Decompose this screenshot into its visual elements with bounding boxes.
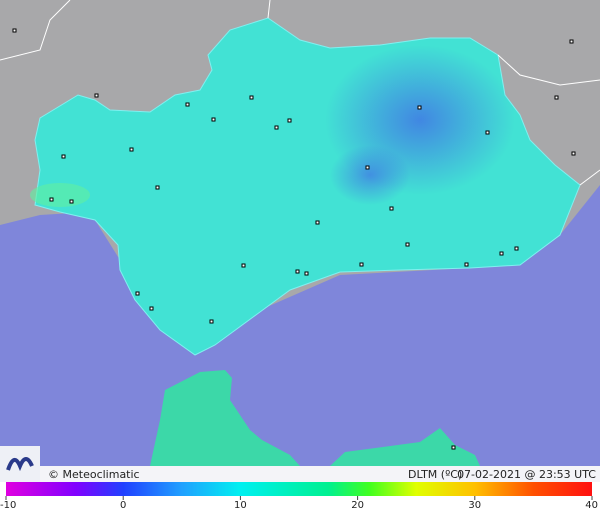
scale-tick-label: 40	[585, 500, 598, 511]
credit: © Meteoclimatic	[48, 468, 140, 481]
footer-bar	[0, 466, 600, 482]
color-scale	[6, 482, 592, 496]
scale-tick-label: 30	[468, 500, 481, 511]
warm-area	[30, 183, 90, 207]
scale-tick-label: 0	[120, 500, 126, 511]
border	[0, 0, 600, 186]
logo	[6, 457, 34, 472]
scale-tick-label: 10	[234, 500, 247, 511]
station-markers	[12, 28, 576, 450]
scale-tick-label: -10	[0, 500, 16, 511]
scale-tick-label: 20	[351, 500, 364, 511]
sea	[0, 185, 600, 466]
morocco-land	[150, 370, 300, 466]
cold-area	[330, 145, 410, 205]
morocco-land	[330, 428, 480, 466]
variable-label: DLTM (ºC)	[408, 468, 462, 481]
timestamp: 07-02-2021 @ 23:53 UTC	[457, 468, 596, 481]
